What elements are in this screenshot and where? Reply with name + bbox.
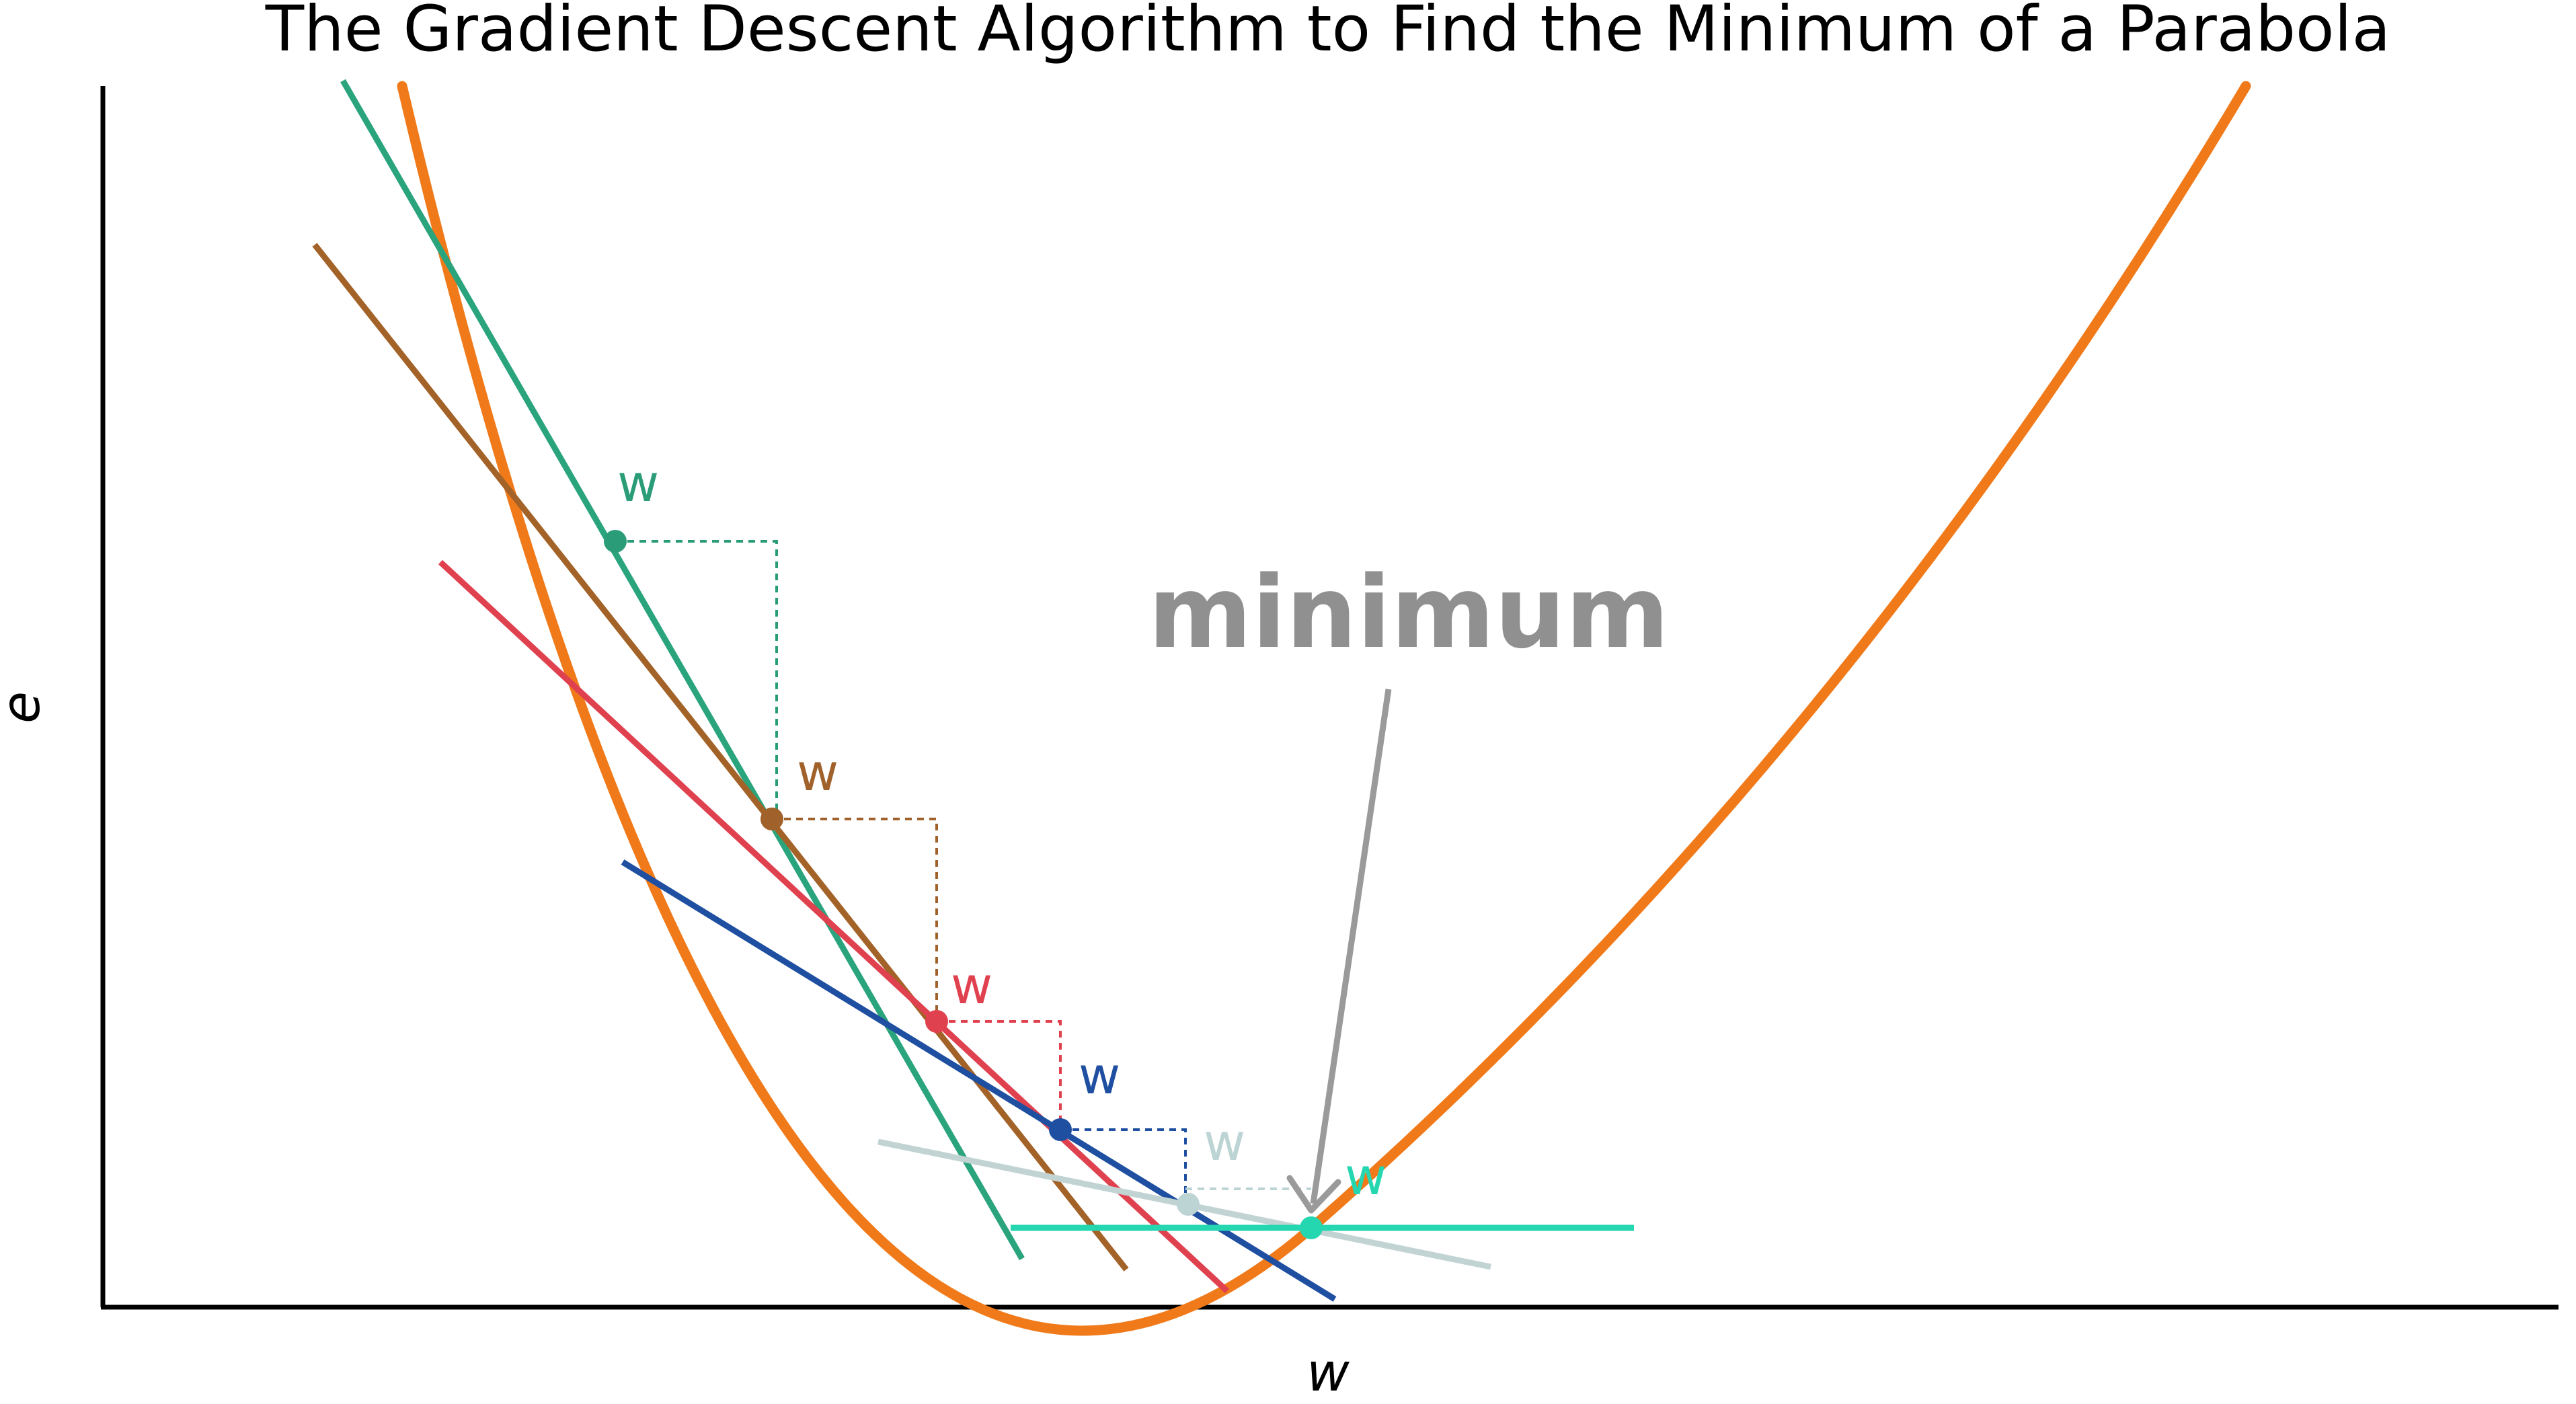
step-label-1: w (617, 453, 659, 513)
tangent-line-step-4 (621, 859, 1337, 1302)
step-label-5: w (1204, 1112, 1245, 1172)
minimum-label: minimum (1148, 555, 1670, 670)
y-axis-label: e (0, 691, 52, 724)
step-point-1 (604, 530, 627, 553)
step-guide-1 (615, 540, 778, 819)
step-label-3: w (951, 956, 992, 1015)
step-guides (615, 540, 1311, 1204)
step-label-4: w (1079, 1046, 1120, 1105)
minimum-arrow (1286, 689, 1392, 1214)
step-point-2 (760, 808, 783, 830)
tangent-line-step-1 (340, 79, 1025, 1261)
step-guide-2 (772, 818, 938, 1021)
step-point-6 (1300, 1216, 1323, 1239)
step-points (604, 530, 1323, 1239)
step-label-6: w (1345, 1146, 1387, 1206)
parabola-curve (397, 81, 2251, 1336)
minimum-arrow-shaft (1310, 689, 1392, 1204)
step-labels: w w w w w w (617, 453, 1387, 1206)
tangent-line-step-2 (312, 243, 1129, 1272)
x-axis-label: w (1306, 1343, 1350, 1403)
minimum-arrow-head (1286, 1175, 1341, 1214)
step-guide-4 (1060, 1128, 1187, 1204)
tangent-line-step-3 (438, 559, 1230, 1294)
step-point-5 (1177, 1193, 1200, 1216)
step-guide-3 (937, 1020, 1062, 1130)
figure-title: The Gradient Descent Algorithm to Find t… (265, 0, 2391, 66)
step-point-4 (1049, 1118, 1072, 1141)
step-label-2: w (797, 742, 838, 802)
step-point-3 (925, 1010, 948, 1033)
